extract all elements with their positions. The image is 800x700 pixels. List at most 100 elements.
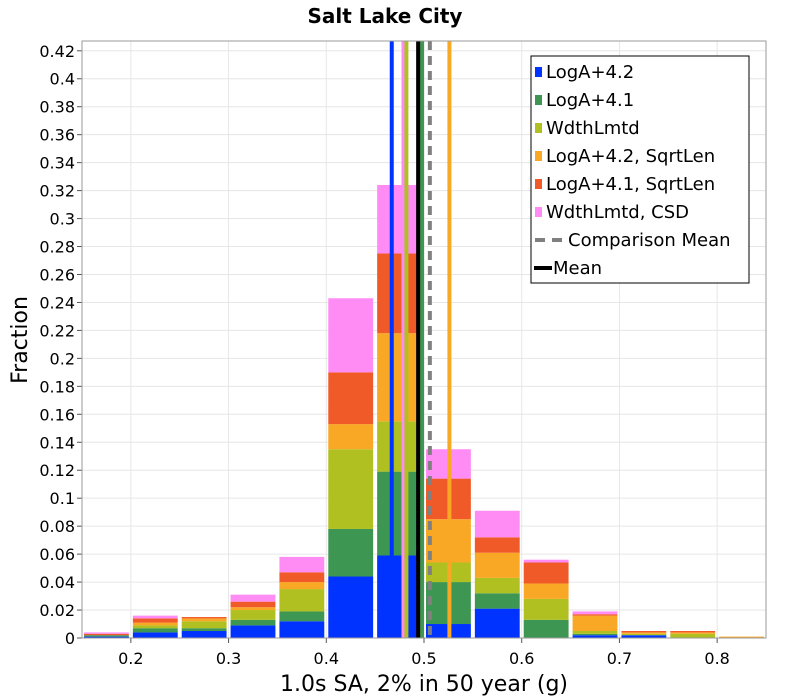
y-tick-label: 0.08 [39, 517, 75, 536]
legend-label: Comparison Mean [568, 230, 731, 251]
legend-label: LogA+4.1 [546, 90, 634, 111]
chart-title: Salt Lake City [308, 4, 463, 28]
bar-segment [523, 598, 569, 620]
x-tick-label: 0.7 [607, 649, 632, 668]
y-tick-label: 0.32 [39, 182, 75, 201]
bar-segment [572, 611, 618, 615]
x-axis-label: 1.0s SA, 2% in 50 year (g) [280, 672, 568, 697]
bar-segment [474, 510, 520, 538]
y-tick-label: 0.12 [39, 461, 75, 480]
legend-label: Mean [553, 258, 602, 279]
bar-segment [328, 576, 374, 638]
y-tick-label: 0.06 [39, 545, 75, 564]
bar-segment [523, 619, 569, 638]
legend-swatch [535, 67, 542, 77]
bar-segment [621, 635, 667, 638]
legend-label: WdthLmtd, CSD [546, 202, 689, 223]
bar-segment [572, 614, 618, 616]
bar-segment [132, 632, 178, 638]
legend-box [530, 55, 750, 284]
bar-segment [377, 333, 422, 422]
y-tick-label: 0.36 [39, 126, 75, 145]
bar-segment [132, 628, 178, 633]
x-tick-label: 0.2 [118, 649, 143, 668]
bar-segment [230, 601, 276, 608]
y-axis-label: Fraction [8, 296, 33, 384]
bar-segment [670, 631, 716, 633]
bar-segment [328, 424, 374, 450]
bar-segment [84, 632, 129, 634]
legend-label: LogA+4.2, SqrtLen [546, 146, 715, 167]
bar-segment [474, 593, 520, 609]
y-tick-label: 0.18 [39, 377, 75, 396]
legend-swatch [535, 95, 542, 105]
bar-segment [474, 577, 520, 594]
legend-swatch [535, 123, 542, 133]
bar-segment [230, 594, 276, 602]
bar-segment [328, 528, 374, 577]
bar-segment [279, 572, 325, 583]
y-tick-label: 0 [65, 629, 75, 648]
bar-segment [132, 618, 178, 623]
bar-segment [572, 635, 618, 638]
mean-lines [389, 41, 452, 638]
y-tick-label: 0.3 [50, 210, 75, 229]
y-tick-label: 0.1 [50, 489, 75, 508]
bar-segment [279, 611, 325, 622]
bar-segment [377, 253, 422, 334]
bar-segment [719, 636, 764, 638]
bar-segment [377, 471, 422, 556]
legend-label: WdthLmtd [546, 118, 640, 139]
bar-segment [523, 562, 569, 584]
y-tick-label: 0.26 [39, 265, 75, 284]
plot-frame [81, 40, 767, 639]
y-tick-label: 0.2 [50, 349, 75, 368]
bar-segment [279, 589, 325, 612]
bar-segment [474, 608, 520, 638]
bar-segment [132, 622, 178, 626]
y-tick-label: 0.42 [39, 42, 75, 61]
bar-segment [523, 583, 569, 599]
bar-segment [621, 631, 667, 633]
y-tick-label: 0.02 [39, 601, 75, 620]
x-tick-label: 0.6 [509, 649, 534, 668]
bar-segment [474, 537, 520, 553]
bar-segment [474, 552, 520, 578]
legend-swatch [535, 179, 542, 189]
bar-segment [132, 615, 178, 619]
x-tick-label: 0.3 [216, 649, 241, 668]
bar-segment [181, 617, 227, 619]
y-axis-ticks: 0 0.02 0.04 0.06 0.08 0.1 0.12 0.14 0.16 0.18 0.2 0… [39, 42, 82, 648]
y-tick-label: 0.28 [39, 238, 75, 257]
legend-swatch [535, 151, 542, 161]
bar-segment [230, 625, 276, 638]
bar-segment [279, 582, 325, 590]
bar-segment [621, 632, 667, 634]
bar-segment [181, 628, 227, 632]
bar-segment [328, 372, 374, 425]
x-tick-label: 0.5 [411, 649, 436, 668]
x-axis-ticks: 0.2 0.3 0.4 0.5 0.6 0.7 0.8 [118, 638, 730, 668]
bar-segment [572, 631, 618, 634]
x-tick-label: 0.8 [704, 649, 729, 668]
bar-segment [84, 633, 129, 636]
y-tick-label: 0.38 [39, 98, 75, 117]
bar-segment [377, 421, 422, 472]
y-tick-label: 0.34 [39, 154, 75, 173]
y-tick-label: 0.4 [50, 70, 75, 89]
bar-segment [84, 635, 129, 637]
bar-segment [328, 298, 374, 373]
bar-segment [670, 632, 716, 634]
y-tick-label: 0.16 [39, 405, 75, 424]
bar-segment [279, 621, 325, 638]
bar-segment [230, 610, 276, 620]
legend-label: LogA+4.2 [546, 62, 634, 83]
bar-segment [230, 619, 276, 626]
bar-segment [523, 559, 569, 563]
y-tick-label: 0.14 [39, 433, 75, 452]
legend-swatch [535, 207, 542, 217]
bar-segment [230, 607, 276, 611]
y-tick-label: 0.24 [39, 293, 75, 312]
bar-segment [377, 555, 422, 638]
